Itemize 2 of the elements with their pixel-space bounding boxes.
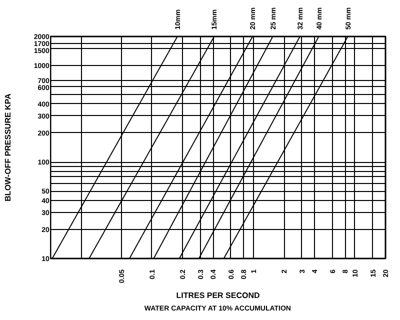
- x-axis-title: LITRES PER SECOND: [176, 291, 260, 300]
- y-axis-title: BLOW-OFF PRESSURE KPA: [4, 93, 12, 202]
